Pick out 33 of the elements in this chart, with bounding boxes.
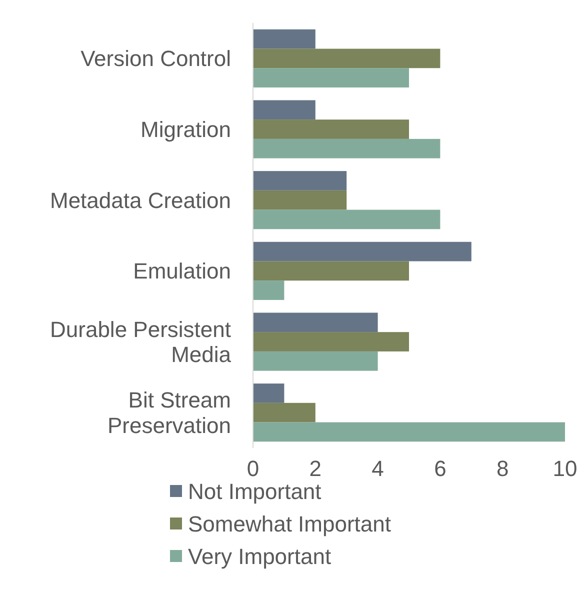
bar (253, 384, 284, 403)
bar (253, 402, 316, 422)
bar (253, 120, 409, 139)
bar (253, 138, 440, 158)
bar (253, 351, 378, 371)
x-tick-label: 4 (372, 456, 384, 481)
x-tick-label: 6 (434, 456, 446, 481)
bar (253, 280, 284, 300)
bar (253, 190, 347, 210)
bar (253, 332, 409, 352)
y-tick-label: Durable Persistent Media (50, 316, 232, 368)
x-tick-label: 0 (246, 456, 260, 481)
bar (253, 171, 347, 190)
bar (253, 312, 378, 332)
y-tick-label: Emulation (133, 258, 231, 284)
bar (253, 48, 440, 68)
y-tick-label: Bit Stream Preservation (107, 388, 231, 438)
bar (253, 29, 316, 49)
bar (253, 210, 440, 230)
bar (253, 242, 472, 262)
y-tick-label: Metadata Creation (50, 188, 231, 213)
bar (253, 422, 565, 442)
legend-label: Very Important (188, 544, 332, 569)
bar (253, 100, 316, 120)
bar (253, 261, 409, 281)
bar (253, 68, 409, 88)
legend-label: Somewhat Important (188, 512, 391, 536)
x-tick-label: 2 (309, 456, 322, 481)
x-tick-label: 8 (496, 456, 509, 481)
y-tick-label: Migration (140, 116, 231, 142)
legend-label: Not Important (188, 479, 322, 504)
x-tick-label: 10 (552, 456, 578, 481)
y-tick-label: Version Control (80, 46, 231, 72)
